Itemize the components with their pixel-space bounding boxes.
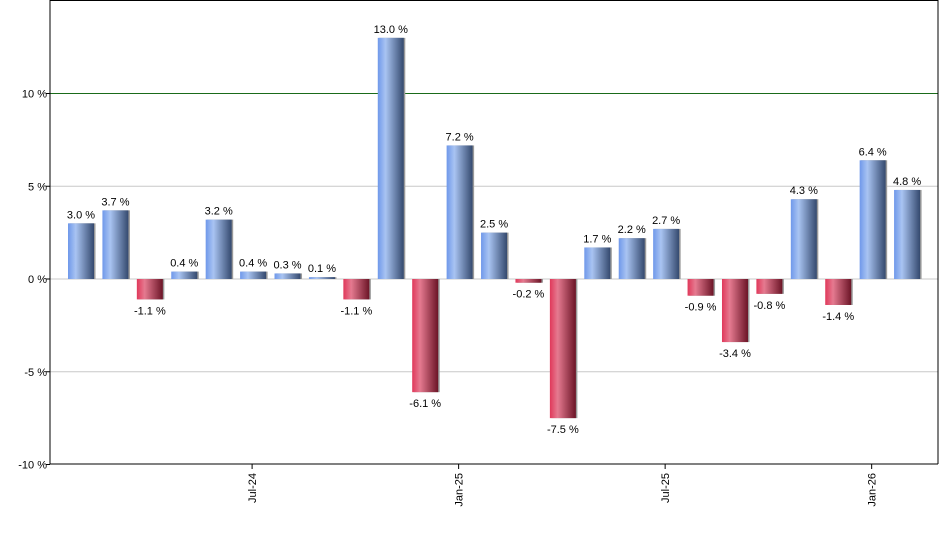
data-label: -3.4 %: [719, 348, 751, 360]
bar: [343, 279, 370, 300]
bar: [756, 279, 783, 294]
bar: [825, 279, 852, 305]
data-label: 6.4 %: [859, 146, 887, 158]
y-tick-label: 5 %: [28, 181, 47, 193]
data-label: 2.5 %: [480, 219, 508, 231]
bar: [721, 279, 748, 343]
bar: [549, 279, 576, 419]
data-label: 3.0 %: [67, 209, 95, 221]
bar: [412, 279, 439, 393]
x-tick-label: Jan-25: [454, 473, 466, 507]
y-tick-label: -10 %: [18, 460, 47, 472]
data-label: 0.3 %: [273, 259, 301, 271]
data-label: 3.7 %: [101, 196, 129, 208]
bar: [136, 279, 163, 300]
bar: [481, 232, 508, 279]
bar: [790, 199, 817, 279]
data-label: -0.8 %: [754, 300, 786, 312]
data-label: 7.2 %: [446, 131, 474, 143]
bar: [584, 247, 611, 279]
x-tick-label: Jul-24: [247, 473, 259, 503]
data-label: 2.2 %: [618, 224, 646, 236]
data-label: -6.1 %: [409, 398, 441, 410]
bar: [446, 145, 473, 279]
data-label: -0.2 %: [513, 289, 545, 301]
data-label: 2.7 %: [652, 215, 680, 227]
bar: [859, 160, 886, 279]
data-label: 0.4 %: [170, 258, 198, 270]
y-tick-label: 10 %: [22, 89, 47, 101]
bar: [240, 271, 267, 279]
data-label: -7.5 %: [547, 424, 579, 436]
data-label: -0.9 %: [685, 302, 717, 314]
bar: [653, 228, 680, 279]
bar: [308, 277, 335, 279]
x-tick-label: Jan-26: [867, 473, 879, 507]
bar: [102, 210, 129, 279]
bar: [171, 271, 198, 279]
data-label: -1.4 %: [822, 311, 854, 323]
bar: [515, 279, 542, 283]
y-tick-label: 0 %: [28, 274, 47, 286]
bar: [377, 37, 404, 279]
bar: [205, 219, 232, 279]
data-label: -1.1 %: [134, 305, 166, 317]
data-label: 4.3 %: [790, 185, 818, 197]
bar: [894, 189, 921, 279]
bar: [68, 223, 94, 279]
bar: [274, 273, 301, 279]
data-label: 4.8 %: [893, 176, 921, 188]
data-label: 0.1 %: [308, 263, 336, 275]
bar: [618, 238, 645, 279]
data-label: -1.1 %: [340, 305, 372, 317]
data-label: 3.2 %: [205, 206, 233, 218]
y-tick-label: -5 %: [24, 367, 47, 379]
data-label: 1.7 %: [583, 233, 611, 245]
x-tick-label: Jul-25: [660, 473, 672, 503]
bar: [687, 279, 714, 296]
data-label: 13.0 %: [374, 24, 408, 36]
data-label: 0.4 %: [239, 258, 267, 270]
